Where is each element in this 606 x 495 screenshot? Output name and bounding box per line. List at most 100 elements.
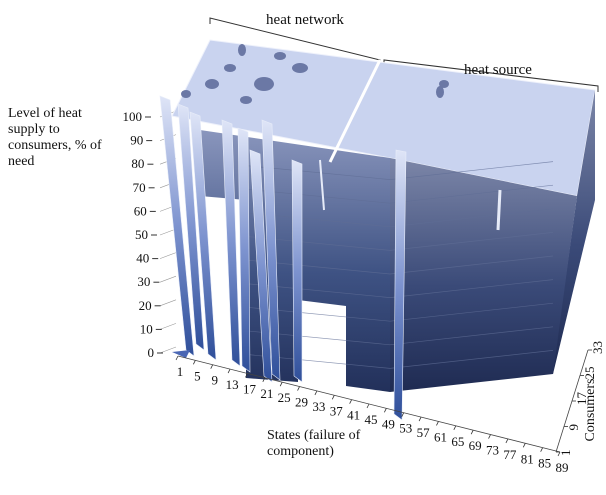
x-tick-label: 61: [434, 429, 447, 444]
surface-hole: [240, 96, 252, 104]
surface-spike: [393, 149, 407, 421]
contour-line: [389, 184, 554, 204]
z-tick-label: 100: [123, 109, 143, 124]
annotation-label: heat source: [464, 62, 532, 78]
x-tick-label: 37: [330, 403, 344, 418]
y-axis-line: [555, 349, 589, 453]
x-tick-mark: [505, 438, 509, 444]
grid-line: [159, 346, 177, 354]
x-tick-mark: [314, 390, 318, 396]
z-tick-label: 70: [133, 180, 146, 195]
x-tick-label: 49: [382, 416, 395, 431]
surface-spike: [159, 95, 195, 357]
surface-ridge: [328, 59, 382, 163]
x-tick-label: 89: [556, 460, 569, 475]
x-tick-mark: [453, 425, 457, 430]
x-tick-mark: [349, 399, 352, 404]
grid-line: [159, 275, 177, 283]
x-tick-mark: [331, 395, 335, 400]
surface-hole: [205, 79, 219, 89]
surface-hole: [436, 86, 444, 98]
surface-hole: [238, 44, 246, 56]
contour-line: [389, 255, 554, 275]
z-tick-label: 40: [136, 251, 149, 266]
x-tick-label: 1: [177, 364, 184, 379]
contour-line: [245, 330, 391, 346]
y-tick-label: 25: [582, 367, 597, 380]
x-tick-label: 41: [347, 408, 360, 423]
x-tick-mark: [540, 447, 543, 452]
x-tick-label: 21: [260, 386, 273, 401]
x-tick-mark: [193, 360, 196, 365]
z-tick-label: 90: [130, 133, 143, 148]
x-axis-line: [177, 355, 561, 453]
contour-line: [389, 161, 554, 180]
surface-spike: [291, 159, 303, 383]
surface-spike: [221, 119, 241, 367]
contour-line: [389, 208, 554, 228]
x-tick-mark: [227, 368, 231, 374]
contour-line: [389, 279, 554, 298]
surface-side-block: [390, 158, 577, 392]
contour-line: [389, 232, 554, 251]
x-tick-label: 25: [278, 390, 291, 405]
surface-hole: [224, 64, 236, 72]
x-tick-mark: [175, 355, 179, 361]
x-tick-mark: [245, 373, 248, 378]
x-tick-mark: [366, 403, 370, 409]
z-axis-label: Level of heat supply to consumers, % of …: [8, 106, 102, 170]
x-tick-mark: [210, 364, 214, 369]
y-tick-label: 9: [566, 424, 581, 431]
x-tick-mark: [470, 430, 474, 435]
surface-ridge: [319, 159, 325, 211]
x-tick-mark: [384, 408, 387, 413]
x-tick-label: 45: [365, 412, 378, 427]
surface-spike: [189, 111, 217, 361]
x-tick-mark: [522, 443, 526, 448]
x-tick-label: 29: [295, 395, 308, 410]
surface-hole: [254, 77, 274, 91]
surface-side-face: [553, 90, 595, 374]
x-tick-label: 77: [503, 447, 517, 462]
x-tick-mark: [436, 421, 439, 426]
x-tick-mark: [418, 416, 422, 422]
x-tick-label: 85: [538, 456, 551, 471]
surface-hole: [292, 63, 308, 73]
grid-line: [159, 252, 177, 259]
surface-spike: [237, 127, 251, 373]
x-tick-label: 69: [469, 438, 482, 453]
z-tick-label: 60: [134, 203, 147, 218]
x-tick-mark: [279, 382, 283, 387]
z-tick-label: 20: [139, 298, 152, 313]
x-tick-mark: [262, 377, 266, 382]
x-tick-label: 33: [312, 399, 325, 414]
y-tick-label: 17: [574, 392, 589, 406]
grid-line: [159, 323, 177, 330]
x-tick-label: 5: [194, 368, 201, 383]
x-tick-mark: [557, 451, 561, 457]
surface-floor: [172, 350, 190, 358]
z-tick-label: 30: [137, 274, 150, 289]
contour-line: [389, 326, 554, 346]
contour-line: [389, 350, 554, 369]
x-tick-label: 17: [243, 381, 257, 396]
y-axis-label: Consumers: [583, 379, 598, 442]
x-tick-mark: [297, 386, 300, 391]
x-tick-label: 73: [486, 443, 499, 458]
surface-ridge: [496, 189, 502, 231]
x-tick-mark: [401, 412, 405, 417]
z-tick-label: 0: [148, 345, 155, 360]
z-tick-label: 10: [140, 321, 153, 336]
x-tick-label: 9: [211, 373, 218, 388]
x-tick-label: 13: [226, 377, 239, 392]
surface-hole: [439, 80, 449, 88]
surface-hole: [274, 52, 286, 60]
x-tick-mark: [488, 434, 491, 439]
surface-spike: [261, 119, 281, 381]
annotation-label: heat network: [266, 12, 344, 28]
z-tick-label: 80: [131, 156, 144, 171]
surface-spike: [249, 149, 273, 383]
x-tick-label: 65: [451, 434, 464, 449]
grid-line: [159, 299, 177, 307]
